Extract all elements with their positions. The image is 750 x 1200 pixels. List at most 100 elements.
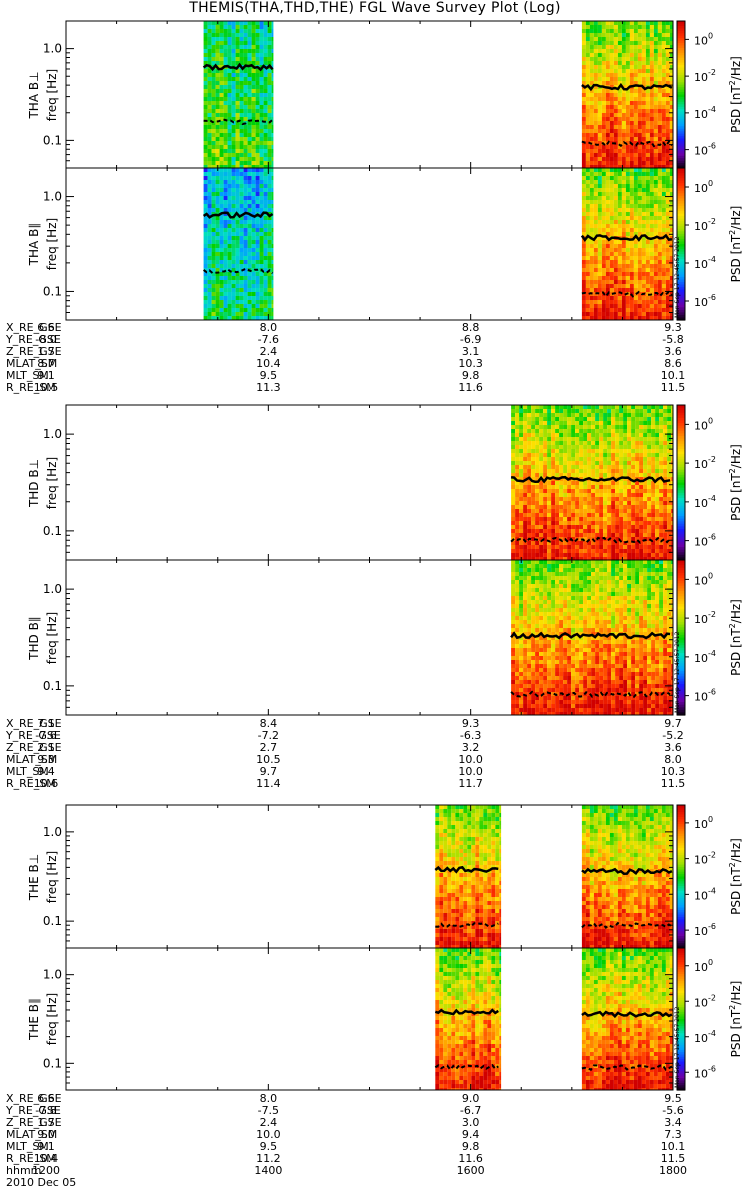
ephemeris-value: 2.4 [259,345,278,358]
ephemeris-name: R_RE_SM [6,1152,56,1165]
ephemeris-value: 8.0 [259,321,278,334]
ephemeris-value: 9.5 [259,369,278,382]
freq-axis-label: freq [Hz] [45,456,59,509]
upper-freq-trace [510,631,671,640]
ephemeris-value: 2.1 [37,741,55,754]
upper-freq-trace [581,82,673,92]
ephemeris-value: 10.5 [33,381,59,394]
spectrogram-panel [202,21,673,168]
colorbar: 100 10-2 10-4 10-6 [676,167,716,321]
ephemeris-value: 2.4 [259,1116,278,1129]
ephemeris-value: 6.6 [37,1092,55,1105]
colorbar: 100 10-2 10-4 10-6 [676,404,716,561]
y-tick-label: 1.0 [43,427,62,441]
y-tick-label: 0.1 [43,284,62,298]
ephemeris-value: 10.0 [256,1128,281,1141]
ephemeris-value: 8.0 [664,753,682,766]
ephemeris-value: 1600 [456,1164,485,1177]
upper-freq-trace [202,211,274,219]
ephemeris-value: 3.4 [664,1116,682,1129]
generation-timestamp: Mon Sep 17 12:45:57 2012 [674,236,681,318]
spectrogram-panel [434,948,673,1090]
upper-freq-trace [581,1010,673,1019]
ephemeris-value: 9.8 [461,369,480,382]
colorbar-tick-label: 10-2 [694,217,716,233]
ephemeris-value: 10.5 [256,753,281,766]
ephemeris-name: MLT_SM [6,369,49,382]
y-tick-label: 0.1 [43,679,62,693]
colorbar-tick-label: 10-2 [694,68,716,84]
spectrogram-panel [202,168,673,320]
panel-probe-label: THA B∥ [27,222,41,266]
colorbar-tick-label: 100 [694,958,713,974]
ephemeris-value: 8.0 [259,1092,278,1105]
ephemeris-value: -7.5 [257,1104,280,1117]
plot-title: THEMIS(THA,THD,THE) FGL Wave Survey Plot… [189,0,561,16]
colorbar-tick-label: 10-6 [694,688,716,704]
ephemeris-value: 3.1 [461,345,480,358]
colorbar-tick-label: 10-6 [694,142,716,158]
upper-freq-trace [434,1008,499,1016]
upper-freq-trace [510,475,671,484]
ephemeris-name: Z_RE_GSE [6,345,62,358]
lower-freq-trace [202,267,274,275]
ephemeris-value: -7.6 [257,333,280,346]
colorbar-label: PSD [nT2/Hz] [728,981,743,1058]
ephemeris-value: 10.4 [33,1152,59,1165]
ephemeris-name: MLAT_SM [6,753,58,766]
ephemeris-value: 2.7 [259,741,278,754]
ephemeris-value: 9.3 [664,321,682,334]
ephemeris-value: 8.7 [37,357,55,370]
colorbar-tick-label: 10-4 [694,255,716,271]
colorbar-tick-label: 10-6 [694,922,716,938]
ephemeris-value: 3.0 [461,1116,480,1129]
y-tick-label: 0.1 [43,133,62,147]
ephemeris-name: R_RE_SM [6,381,56,394]
colorbar-tick-label: 100 [694,179,713,195]
ephemeris-value: 11.6 [458,1152,483,1165]
upper-freq-trace [581,867,673,876]
ephemeris-name: R_RE_SM [6,777,56,790]
ephemeris-value: 11.3 [256,381,281,394]
ephemeris-value: 1200 [32,1164,60,1177]
ephemeris-name: hhmm [6,1164,42,1177]
upper-freq-trace [580,233,673,243]
lower-freq-trace [581,1064,673,1071]
colorbar-tick-label: 10-4 [694,649,716,665]
ephemeris-value: -7.6 [35,729,57,742]
colorbar-label: PSD [nT2/Hz] [728,599,743,676]
lower-freq-trace [581,139,673,148]
colorbar-tick-label: 10-6 [694,533,716,549]
ephemeris-value: 11.5 [660,381,686,394]
freq-axis-label: freq [Hz] [45,68,59,121]
colorbar-tick-label: 10-2 [694,455,716,471]
colorbar-tick-label: 10-4 [694,886,716,902]
ephemeris-value: 10.6 [33,777,59,790]
ephemeris-name: MLAT_SM [6,357,58,370]
date-label: 2010 Dec 05 [6,1176,77,1189]
lower-freq-trace [510,536,671,544]
ephemeris-value: 6.6 [37,321,55,334]
ephemeris-value: -5.8 [662,333,684,346]
ephemeris-value: 9.8 [461,1140,480,1153]
ephemeris-value: 9.1 [37,1140,55,1153]
ephemeris-value: 11.5 [660,777,686,790]
ephemeris-name: Z_RE_GSE [6,1116,62,1129]
colorbar-tick-label: 10-4 [694,105,716,121]
colorbar-tick-label: 10-2 [694,851,716,867]
ephemeris-name: X_RE_GSE [6,321,62,334]
colorbar: 100 10-2 10-4 10-6 [676,20,716,169]
colorbar: 100 10-2 10-4 10-6 [676,947,716,1091]
colorbar-tick-label: 10-4 [694,494,716,510]
upper-freq-trace [202,62,274,72]
colorbar-tick-label: 10-2 [694,610,716,626]
ephemeris-value: 7.1 [37,717,55,730]
colorbar-tick-label: 10-4 [694,1029,716,1045]
ephemeris-value: -6.7 [459,1104,482,1117]
panel-probe-label: THE B⊥ [27,853,41,900]
ephemeris-value: -6.3 [459,729,482,742]
ephemeris-value: 10.0 [458,753,483,766]
ephemeris-value: 10.3 [458,357,483,370]
upper-freq-trace [434,865,499,874]
